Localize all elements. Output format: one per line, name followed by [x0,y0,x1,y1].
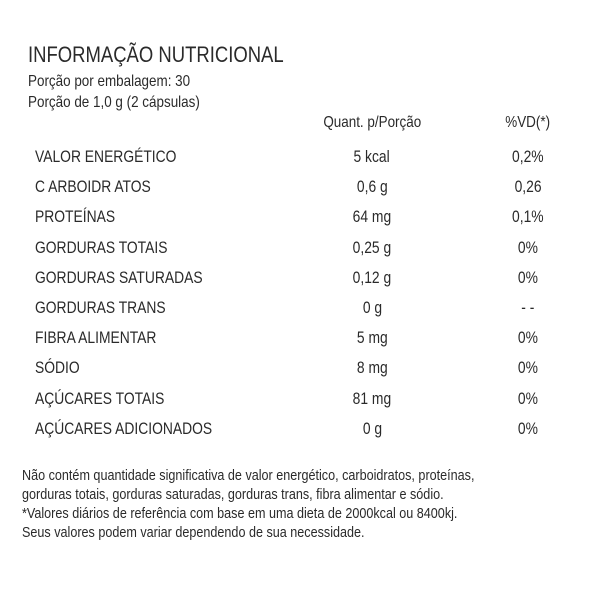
nutrient-label: PROTEÍNAS [35,208,116,227]
nutrient-daily-value: 0% [517,419,539,438]
footnote-line: Seus valores podem variar dependendo de … [22,524,365,541]
table-row: GORDURAS SATURADAS 0,12 g 0% [0,263,600,293]
nutrient-daily-value: 0,1% [512,208,544,227]
nutrient-daily-value: 0% [517,268,539,287]
nutrient-quantity: 0 g [362,298,382,317]
nutrient-quantity: 8 mg [356,359,388,378]
table-row: SÓDIO 8 mg 0% [0,353,600,383]
nutrient-quantity: 81 mg [352,389,392,408]
nutrient-label: VALOR ENERGÉTICO [35,148,177,166]
nutrient-label: C ARBOIDR ATOS [35,178,151,197]
nutrient-daily-value: 0% [517,329,539,348]
nutrient-daily-value: 0,2% [512,148,544,166]
header-daily-value: %VD(*) [505,114,551,131]
servings-per-package: Porção por embalagem: 30 [28,73,191,90]
footnote-line: *Valores diários de referência com base … [22,505,458,522]
nutrient-daily-value: 0% [517,389,539,408]
nutrient-label: GORDURAS SATURADAS [35,268,203,287]
nutrient-quantity: 5 kcal [353,148,391,166]
nutrient-quantity: 0,12 g [352,268,392,287]
table-row: GORDURAS TOTAIS 0,25 g 0% [0,233,600,263]
nutrient-quantity: 0,6 g [356,178,388,197]
nutrient-daily-value: 0,26 [514,178,542,197]
nutrition-table: VALOR ENERGÉTICO 5 kcal 0,2% C ARBOIDR ATOS… [0,142,600,444]
nutrient-label: GORDURAS TOTAIS [35,238,168,257]
nutrient-quantity: 5 mg [356,329,388,348]
nutrient-label: AÇÚCARES ADICIONADOS [35,419,213,438]
header-quantity: Quant. p/Porção [323,114,421,131]
table-row: PROTEÍNAS 64 mg 0,1% [0,202,600,232]
nutrient-daily-value: - - [521,298,535,317]
nutrient-daily-value: 0% [517,238,539,257]
table-row: VALOR ENERGÉTICO 5 kcal 0,2% [0,142,600,172]
serving-size: Porção de 1,0 g (2 cápsulas) [28,94,200,111]
table-row: GORDURAS TRANS 0 g - - [0,293,600,323]
nutrient-label: SÓDIO [35,359,80,378]
table-row: C ARBOIDR ATOS 0,6 g 0,26 [0,172,600,202]
nutrient-label: AÇÚCARES TOTAIS [35,389,165,408]
label-title: INFORMAÇÃO NUTRICIONAL [28,42,284,67]
nutrient-quantity: 0,25 g [352,238,392,257]
nutrient-quantity: 0 g [362,419,382,438]
nutrient-daily-value: 0% [517,359,539,378]
nutrient-label: FIBRA ALIMENTAR [35,329,157,348]
footnote-line: Não contém quantidade significativa de v… [22,467,475,484]
table-row: FIBRA ALIMENTAR 5 mg 0% [0,323,600,353]
table-row: AÇÚCARES TOTAIS 81 mg 0% [0,384,600,414]
footnote-line: gorduras totais, gorduras saturadas, gor… [22,486,444,503]
nutrient-label: GORDURAS TRANS [35,298,166,317]
footnotes: Não contém quantidade significativa de v… [22,466,561,542]
nutrient-quantity: 64 mg [352,208,392,227]
table-row: AÇÚCARES ADICIONADOS 0 g 0% [0,414,600,444]
